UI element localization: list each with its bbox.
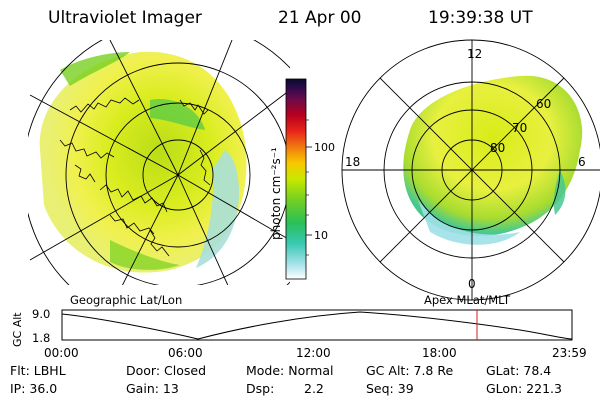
altitude-ytick-min: 1.8 xyxy=(32,331,50,345)
mlat-label-70: 70 xyxy=(512,121,527,135)
time-tick-0000: 00:00 xyxy=(44,346,79,360)
dsp-label: Dsp: xyxy=(246,381,275,396)
filter-info: Flt: LBHL xyxy=(10,363,66,378)
ip-info: IP: 36.0 xyxy=(10,381,58,396)
mlat-label-60: 60 xyxy=(536,97,551,111)
mlt-label-6: 6 xyxy=(578,155,586,169)
time-tick-1800: 18:00 xyxy=(422,346,457,360)
right-map-label: Apex MLat/MLT xyxy=(424,293,511,307)
geographic-map xyxy=(28,40,290,285)
seq-info: Seq: 39 xyxy=(366,381,414,396)
time-tick-0600: 06:00 xyxy=(168,346,203,360)
colorbar: 100 10 photon cm⁻²s⁻¹ xyxy=(269,78,335,280)
time-label: 19:39:38 UT xyxy=(428,8,533,28)
altitude-ylabel: GC Alt xyxy=(11,312,24,347)
app-title: Ultraviolet Imager xyxy=(48,8,202,28)
mode-info: Mode: Normal xyxy=(246,363,334,378)
gain-info: Gain: 13 xyxy=(126,381,179,396)
coastlines xyxy=(59,97,211,257)
left-map-label: Geographic Lat/Lon xyxy=(70,293,182,307)
colorbar-tick-10: 10 xyxy=(314,229,328,242)
uv-image-right xyxy=(403,75,583,236)
time-tick-1200: 12:00 xyxy=(296,346,331,360)
meridian-lines xyxy=(29,40,290,285)
glon-info: GLon: 221.3 xyxy=(486,381,562,396)
mlt-label-0: 0 xyxy=(468,277,476,291)
mlt-label-18: 18 xyxy=(345,155,360,169)
altitude-ytick-max: 9.0 xyxy=(32,307,50,321)
dsp-value: 2.2 xyxy=(304,381,324,396)
time-tick-2359: 23:59 xyxy=(552,346,587,360)
mlat-label-80: 80 xyxy=(490,141,505,155)
altitude-plot: GC Alt 9.0 1.8 00:00 06:00 12:00 18:00 2… xyxy=(11,307,587,360)
gc-alt-info: GC Alt: 7.8 Re xyxy=(366,363,454,378)
glat-info: GLat: 78.4 xyxy=(486,363,552,378)
apex-polar-plot: 12 18 6 0 60 70 80 xyxy=(341,39,600,301)
mlt-label-12: 12 xyxy=(467,47,482,61)
altitude-curve xyxy=(61,311,573,340)
latitude-circles xyxy=(28,40,290,285)
door-info: Door: Closed xyxy=(126,363,207,378)
colorbar-label: photon cm⁻²s⁻¹ xyxy=(269,147,283,240)
date-label: 21 Apr 00 xyxy=(278,8,362,28)
colorbar-tick-100: 100 xyxy=(314,141,335,154)
